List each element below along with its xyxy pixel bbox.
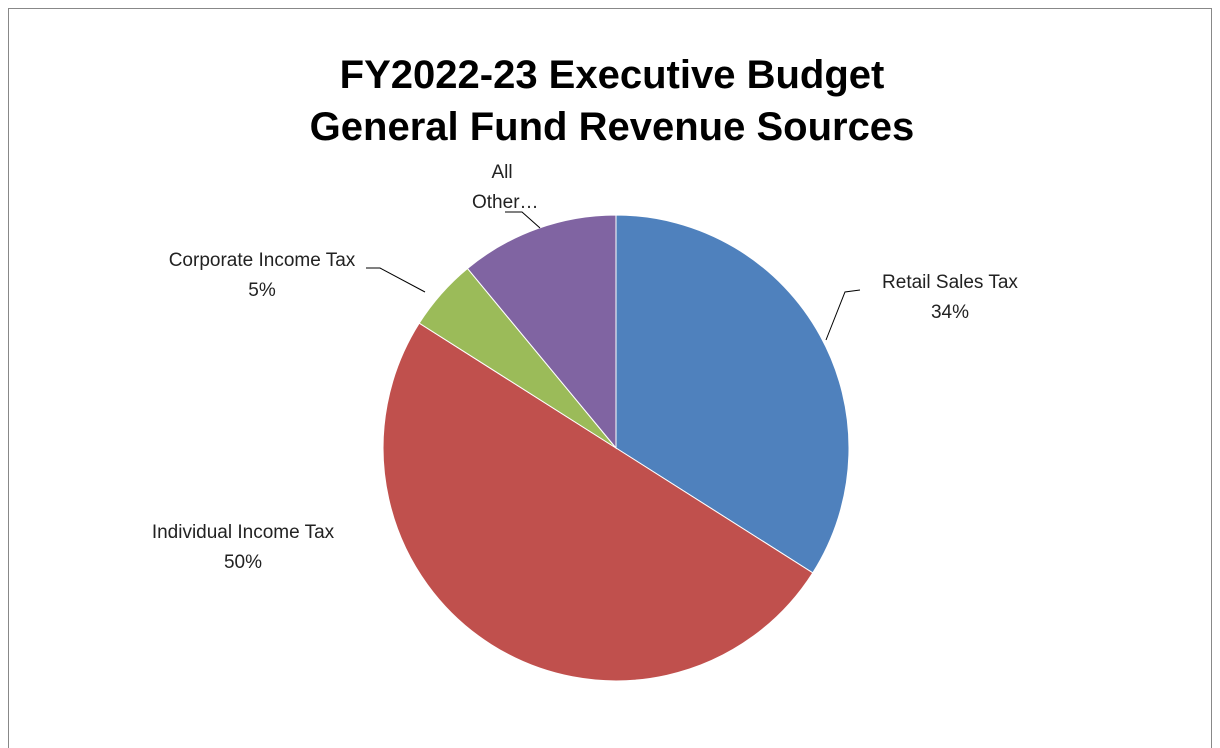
chart-subtitle: General Fund Revenue Sources bbox=[310, 105, 915, 149]
leader-line bbox=[505, 211, 541, 229]
slice-category: Retail Sales Tax bbox=[882, 272, 1018, 293]
slice-category: Individual Income Tax bbox=[151, 522, 335, 543]
slice-value: 5% bbox=[248, 280, 276, 301]
slice-label: Corporate Income Tax 5% bbox=[152, 246, 372, 306]
chart-frame bbox=[8, 8, 1212, 748]
pie-slice bbox=[382, 322, 814, 682]
slice-category: All Other… bbox=[472, 162, 539, 213]
slice-category: Corporate Income Tax bbox=[168, 250, 356, 271]
slice-label: All Other… bbox=[472, 158, 539, 218]
slice-value: 34% bbox=[930, 302, 970, 323]
leader-line bbox=[366, 267, 426, 293]
pie-slice bbox=[615, 214, 850, 574]
leader-line bbox=[825, 289, 861, 341]
slice-label: Individual Income Tax 50% bbox=[138, 518, 348, 578]
pie-slice bbox=[466, 214, 617, 450]
slice-label: Retail Sales Tax 34% bbox=[840, 268, 1060, 328]
chart-title: FY2022-23 Executive Budget bbox=[340, 53, 885, 97]
slice-value: 50% bbox=[223, 552, 263, 573]
